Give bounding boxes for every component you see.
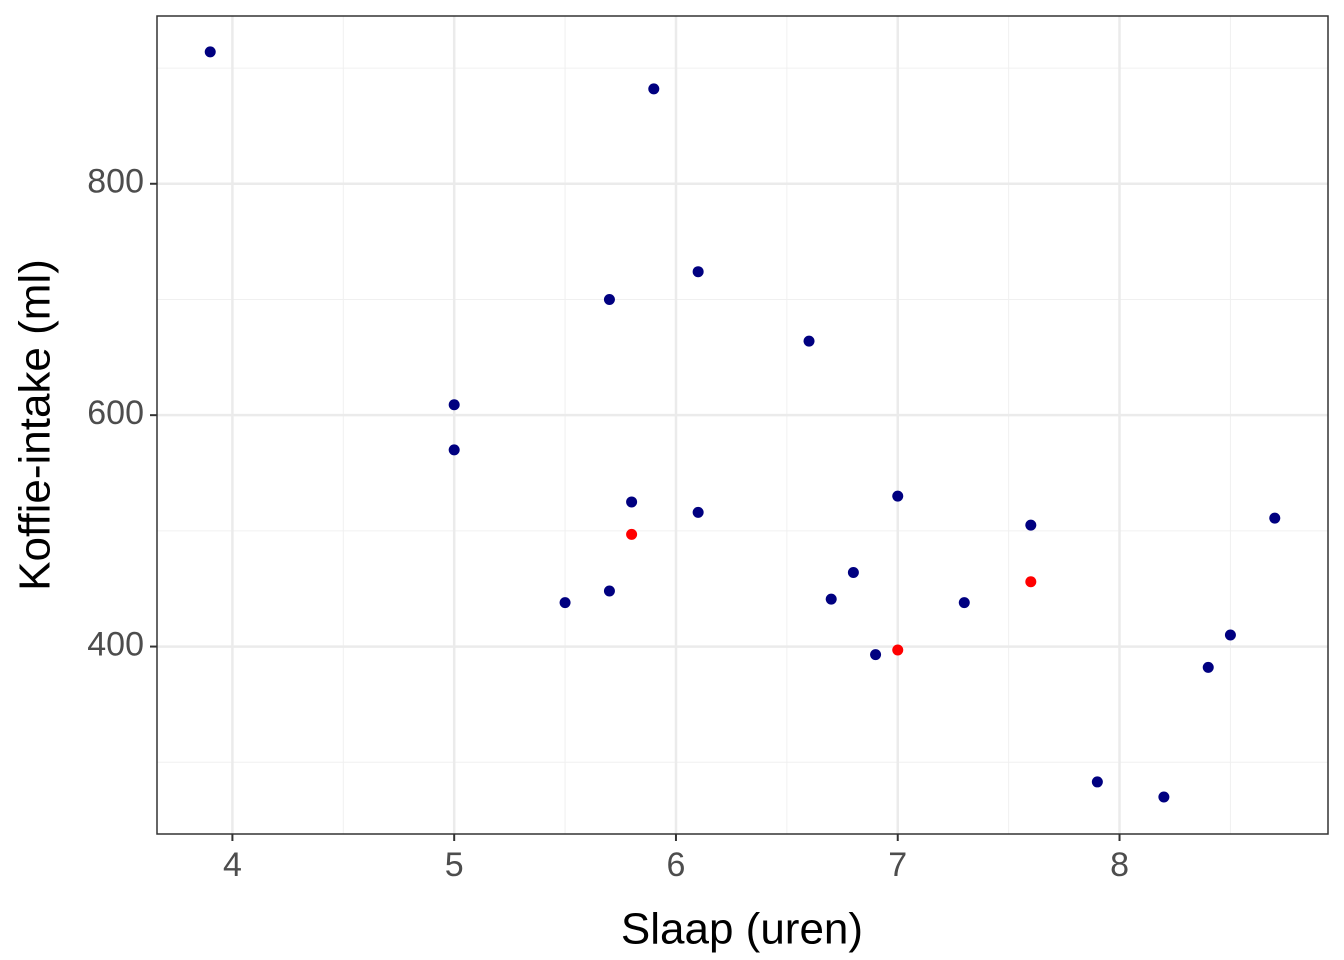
x-axis-title: Slaap (uren) xyxy=(621,905,863,954)
point xyxy=(559,597,571,609)
point xyxy=(626,528,638,540)
x-tick-label: 5 xyxy=(445,846,464,884)
point xyxy=(626,496,638,508)
point xyxy=(692,266,704,278)
point xyxy=(603,585,615,597)
point xyxy=(648,83,660,95)
y-axis-title: Koffie-intake (ml) xyxy=(11,259,60,591)
point xyxy=(1025,576,1037,588)
y-tick-label: 400 xyxy=(87,626,144,664)
point xyxy=(1091,776,1103,788)
point xyxy=(448,399,460,411)
point xyxy=(603,293,615,305)
x-tick-label: 4 xyxy=(223,846,242,884)
point xyxy=(692,506,704,518)
point xyxy=(1025,519,1037,531)
point xyxy=(825,593,837,605)
point xyxy=(958,597,970,609)
x-tick-label: 7 xyxy=(888,846,907,884)
y-tick-label: 600 xyxy=(87,394,144,432)
point xyxy=(1158,791,1170,803)
panel-border xyxy=(156,15,1329,835)
point xyxy=(847,567,859,579)
x-tick-label: 8 xyxy=(1110,846,1129,884)
point xyxy=(870,649,882,661)
point xyxy=(1224,629,1236,641)
point xyxy=(892,490,904,502)
point xyxy=(204,46,216,58)
point xyxy=(803,335,815,347)
point xyxy=(448,444,460,456)
point xyxy=(1269,512,1281,524)
x-tick-label: 6 xyxy=(667,846,686,884)
point xyxy=(1202,661,1214,673)
y-tick-label: 800 xyxy=(87,163,144,201)
point xyxy=(892,644,904,656)
